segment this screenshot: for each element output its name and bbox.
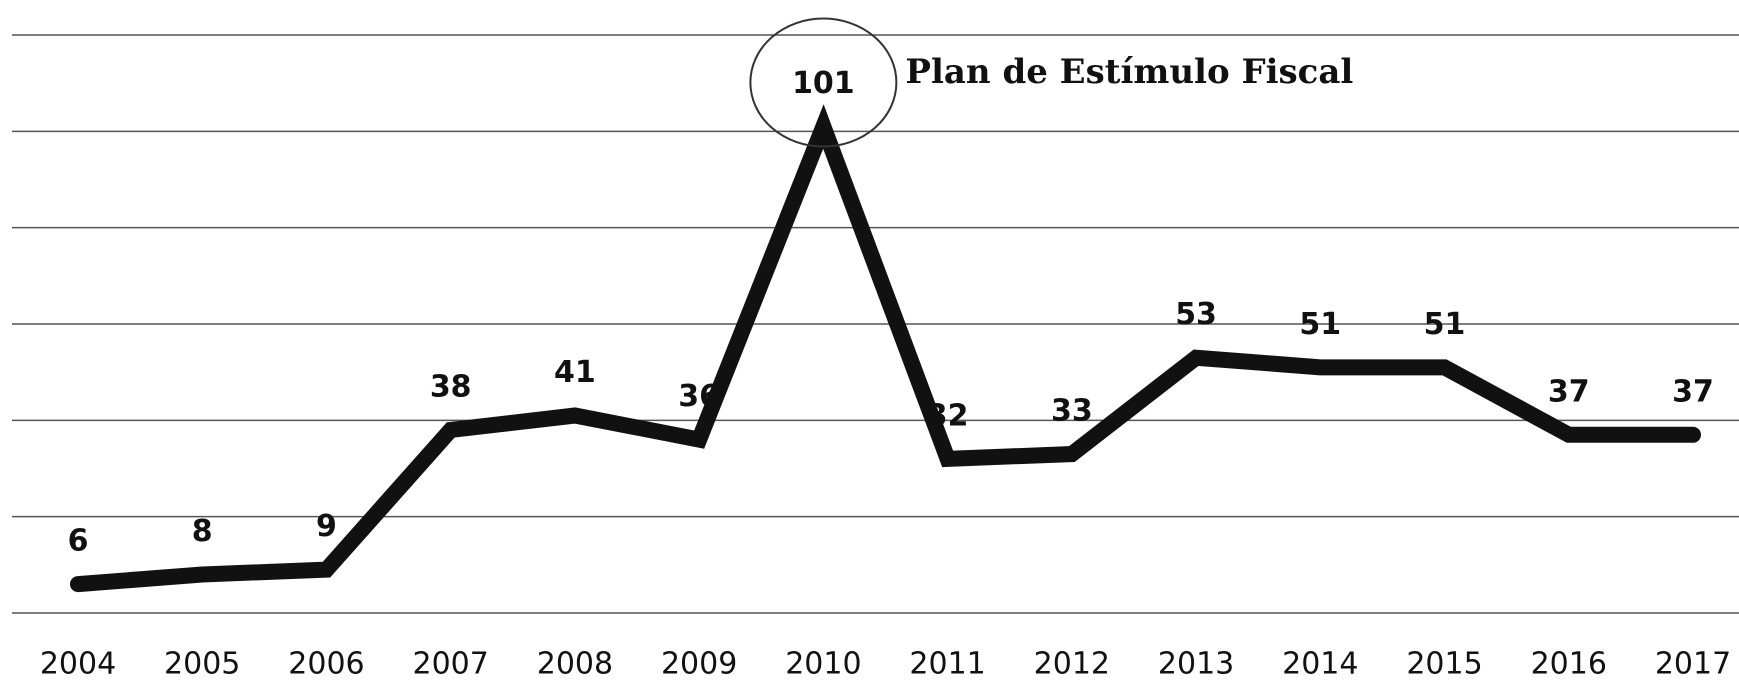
x-tick-label: 2011 (909, 647, 985, 682)
x-tick-label: 2013 (1158, 647, 1234, 682)
data-label: 8 (192, 514, 213, 549)
data-label: 33 (1051, 394, 1093, 429)
data-label: 36 (678, 379, 720, 414)
data-line (70, 104, 1701, 593)
x-tick-label: 2007 (413, 647, 489, 682)
x-tick-label: 2004 (40, 647, 116, 682)
x-tick-label: 2008 (537, 647, 613, 682)
x-tick-label: 2014 (1282, 647, 1358, 682)
data-label: 38 (430, 369, 472, 404)
data-label: 32 (927, 398, 969, 433)
data-label: 41 (554, 355, 596, 390)
data-label: 53 (1175, 297, 1217, 332)
data-label: 51 (1299, 307, 1341, 342)
data-label: 37 (1672, 374, 1714, 409)
x-tick-label: 2012 (1034, 647, 1110, 682)
data-label: 101 (792, 66, 855, 101)
x-tick-label: 2016 (1531, 647, 1607, 682)
x-tick-label: 2017 (1655, 647, 1731, 682)
annotation: Plan de Estímulo Fiscal (905, 52, 1353, 92)
x-tick-label: 2015 (1406, 647, 1482, 682)
highlight-circle (749, 17, 898, 148)
x-tick-label: 2009 (661, 647, 737, 682)
x-tick-label: 2006 (288, 647, 364, 682)
data-label: 9 (316, 509, 337, 544)
x-tick-label: 2010 (785, 647, 861, 682)
data-label: 37 (1548, 374, 1590, 409)
data-label: 6 (68, 524, 89, 559)
x-tick-label: 2005 (164, 647, 240, 682)
data-label: 51 (1424, 307, 1466, 342)
